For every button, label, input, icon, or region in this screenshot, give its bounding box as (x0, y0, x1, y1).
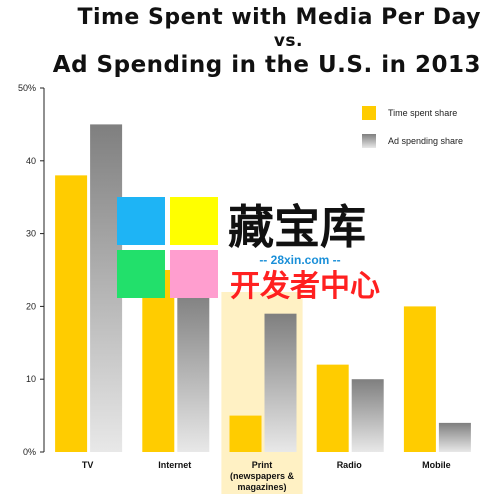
bar-ad-spending-3 (351, 379, 384, 452)
y-tick-label: 10 (26, 374, 36, 384)
y-tick-label: 30 (26, 229, 36, 239)
category-label: (newspapers & (230, 471, 295, 481)
y-tick-label: 50% (18, 83, 36, 93)
y-tick-label: 20 (26, 301, 36, 311)
legend-swatch-0 (362, 106, 376, 120)
chart-title-line-3: Ad Spending in the U.S. in 2013 (52, 52, 481, 78)
watermark-sub-text: 开发者中心 (230, 269, 380, 304)
legend-label-0: Time spent share (388, 108, 457, 118)
bar-time-spent-1 (142, 270, 175, 452)
bar-ad-spending-4 (438, 422, 471, 452)
bar-ad-spending-0 (90, 124, 123, 453)
legend-label-1: Ad spending share (388, 136, 463, 146)
bar-time-spent-4 (403, 306, 436, 452)
watermark-url: -- 28xin.com -- (259, 253, 340, 267)
watermark-tile (117, 250, 165, 298)
category-label: Internet (158, 460, 191, 470)
chart-title-line-1: Time Spent with Media Per Day (77, 5, 481, 30)
legend-swatch-1 (362, 134, 376, 148)
category-label: TV (82, 460, 94, 470)
watermark: 藏宝库-- 28xin.com -- 开发者中心 (117, 197, 380, 304)
watermark-main-text: 藏宝库 (228, 200, 366, 254)
bar-time-spent-3 (316, 364, 349, 452)
category-label: magazines) (237, 482, 286, 492)
bar-time-spent-0 (55, 175, 88, 453)
watermark-tile (170, 250, 218, 298)
chart-title-line-2: vs. (273, 31, 303, 51)
bar-ad-spending-1 (177, 291, 210, 452)
category-label: Radio (337, 460, 363, 470)
y-tick-label: 40 (26, 156, 36, 166)
category-label: Mobile (422, 460, 451, 470)
category-label: Print (252, 460, 273, 470)
y-tick-label: 0% (23, 447, 36, 457)
watermark-tile (170, 197, 218, 245)
bar-time-spent-2 (229, 415, 262, 452)
bar-ad-spending-2 (264, 313, 297, 452)
watermark-tile (117, 197, 165, 245)
